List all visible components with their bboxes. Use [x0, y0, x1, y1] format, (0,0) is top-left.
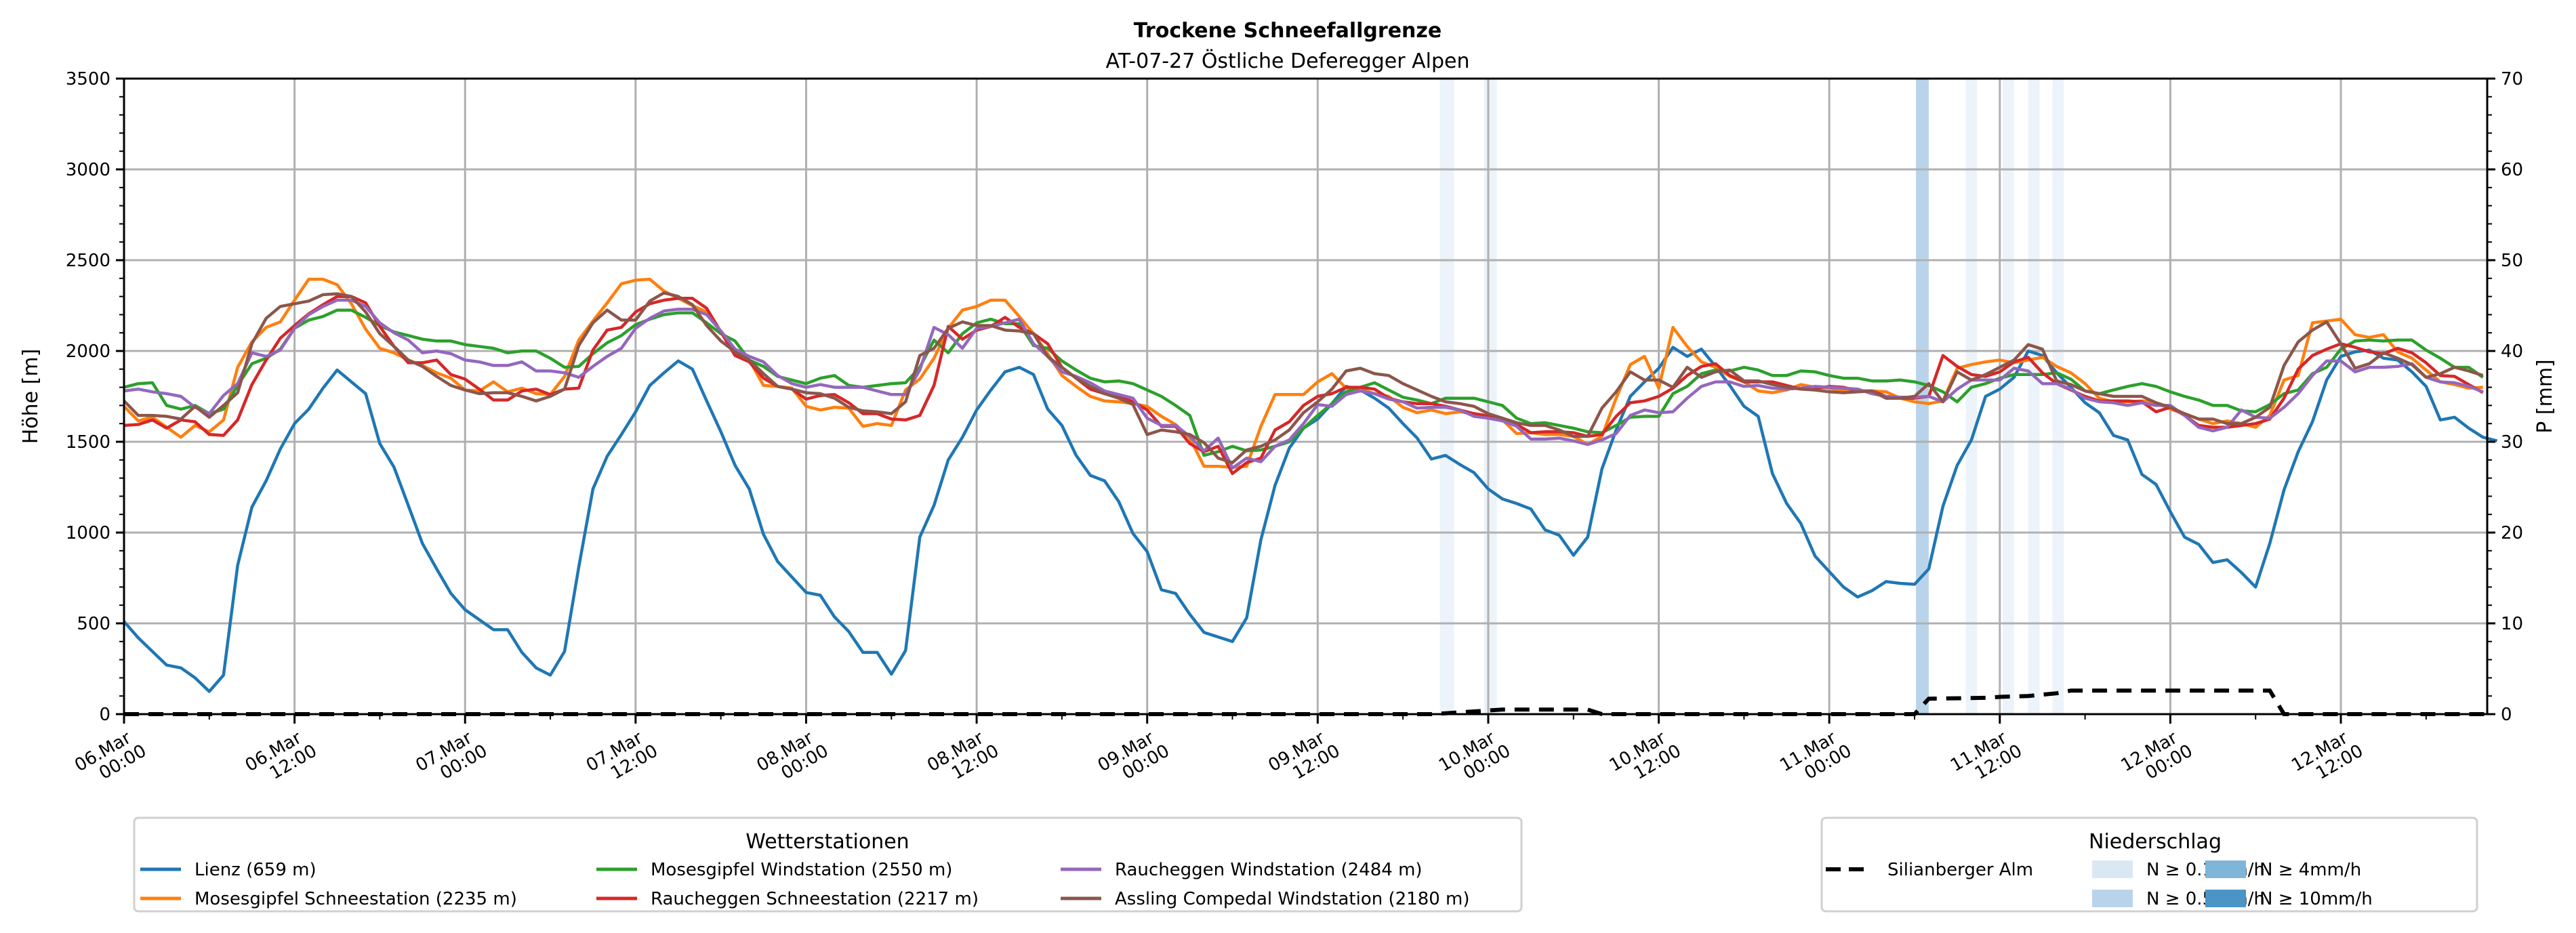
- chart-title: Trockene Schneefallgrenze: [1134, 19, 1442, 43]
- legend-label-3: Raucheggen Schneestation (2217 m): [651, 889, 979, 909]
- legend-label-2: Mosesgipfel Windstation (2550 m): [651, 860, 952, 880]
- precip-bands: [1439, 79, 2064, 714]
- legend-precip-class-label-2: N ≥ 4mm/h: [2260, 860, 2361, 880]
- precip-line-group: [124, 688, 2487, 716]
- y-tick-label: 2000: [66, 341, 110, 362]
- y2-tick-label: 40: [2501, 341, 2523, 362]
- y-tick-label: 2500: [66, 251, 110, 271]
- legend-precip-class-swatch-2: [2205, 861, 2246, 878]
- legend-stations-box: [133, 816, 1523, 913]
- series-line-2: [123, 308, 2484, 457]
- precip-band: [1439, 79, 1454, 714]
- legend-label-4: Raucheggen Windstation (2484 m): [1115, 860, 1423, 880]
- legend-precip-line-label: Silianberger Alm: [1887, 860, 2033, 880]
- y2-axis-label: P [mm]: [2533, 359, 2557, 433]
- y-axis-label: Höhe [m]: [19, 349, 43, 444]
- y-tick-label: 500: [77, 614, 110, 634]
- y2-tick-label: 50: [2501, 251, 2523, 271]
- legend-stations: Wetterstationen Lienz (659 m) Mosesgipfel …: [133, 816, 1523, 913]
- precip-line: [124, 688, 2487, 716]
- legend-precip-title: Niederschlag: [2089, 830, 2222, 854]
- legend-precip-box: [1820, 816, 2478, 913]
- y2-tick-label: 70: [2501, 69, 2523, 89]
- y-tick-label: 3500: [66, 69, 110, 89]
- chart-subtitle: AT-07-27 Östliche Deferegger Alpen: [1106, 49, 1470, 73]
- y2-tick-label: 10: [2501, 614, 2523, 634]
- y2-tick-label: 20: [2501, 523, 2523, 543]
- y2-tick-label: 60: [2501, 160, 2523, 180]
- grid: [124, 79, 2487, 714]
- y-tick-label: 1000: [66, 523, 110, 543]
- precip-band: [1965, 79, 1978, 714]
- legend-precip-class-label-3: N ≥ 10mm/h: [2260, 889, 2373, 909]
- axes: 0 500 1000 1500 2000 2500 3000 3500 0 10 20 30 40 50 6…: [66, 69, 2523, 784]
- y2-tick-label: 0: [2501, 705, 2512, 725]
- series-line-0: [123, 346, 2498, 693]
- legend-stations-title: Wetterstationen: [745, 830, 909, 854]
- y2-tick-label: 30: [2501, 432, 2523, 453]
- legend-label-1: Mosesgipfel Schneestation (2235 m): [195, 889, 517, 909]
- precip-band: [2028, 79, 2040, 714]
- legend-precip-class-swatch-1: [2092, 890, 2133, 907]
- precip-band: [1484, 79, 1497, 714]
- series-line-1: [123, 277, 2483, 469]
- series-lines: [123, 277, 2498, 693]
- legend-precip-class-swatch-3: [2205, 890, 2246, 907]
- series-line-5: [123, 291, 2484, 465]
- y-tick-label: 1500: [66, 432, 110, 453]
- legend-precip-class-swatch-0: [2092, 861, 2133, 878]
- plot-frame: [123, 77, 2489, 716]
- y-tick-label: 3000: [66, 160, 110, 180]
- precip-band: [2002, 79, 2014, 714]
- legend-label-5: Assling Compedal Windstation (2180 m): [1115, 889, 1470, 909]
- legend-label-0: Lienz (659 m): [195, 860, 316, 880]
- precip-band: [2052, 79, 2064, 714]
- y-tick-label: 0: [99, 705, 110, 725]
- series-line-4: [123, 298, 2484, 470]
